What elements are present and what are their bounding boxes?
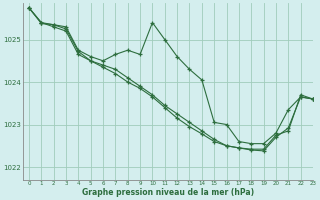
X-axis label: Graphe pression niveau de la mer (hPa): Graphe pression niveau de la mer (hPa) <box>82 188 254 197</box>
